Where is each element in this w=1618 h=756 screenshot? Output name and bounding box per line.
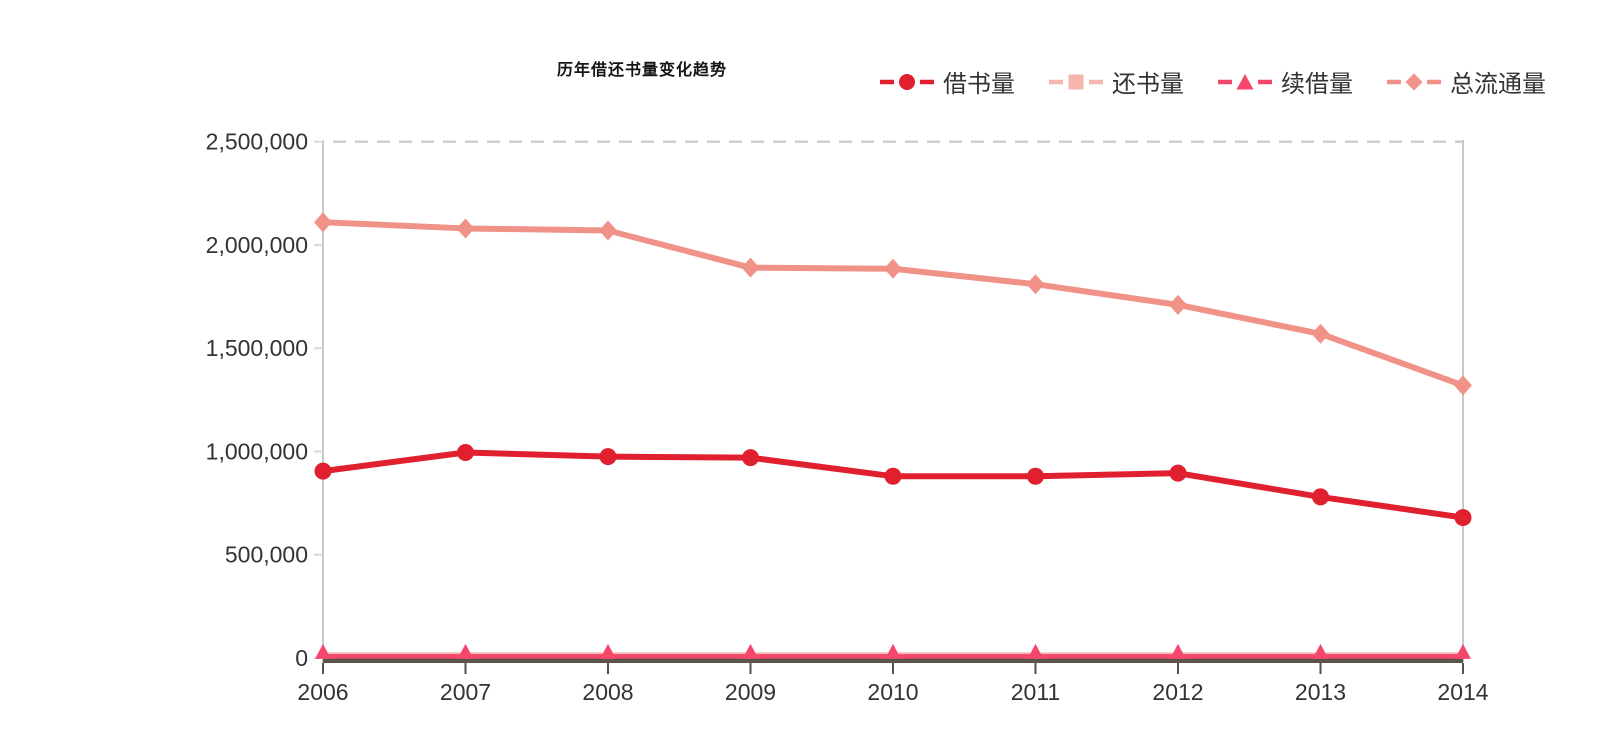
legend-label: 还书量 — [1112, 71, 1184, 98]
diamond-marker[interactable] — [1169, 294, 1187, 315]
diamond-marker[interactable] — [1454, 375, 1472, 396]
x-tick-label: 2012 — [1152, 679, 1203, 705]
triangle-marker[interactable] — [1455, 643, 1471, 659]
legend-label: 总流通量 — [1450, 71, 1546, 98]
diamond-marker[interactable] — [1311, 323, 1330, 344]
triangle-marker[interactable] — [1312, 643, 1329, 659]
diamond-marker[interactable] — [741, 257, 760, 278]
x-tick-label: 2013 — [1295, 679, 1346, 705]
triangle-marker[interactable] — [600, 643, 616, 659]
diamond-icon — [1387, 73, 1441, 90]
series-path-total — [322, 219, 1465, 389]
y-tick-label: 2,500,000 — [206, 129, 308, 155]
circle-marker[interactable] — [884, 467, 902, 485]
x-tick-label: 2008 — [582, 679, 633, 705]
circle-marker[interactable] — [314, 462, 332, 480]
legend-item-return[interactable]: 还书量 — [1049, 64, 1184, 99]
series-path-borrow — [322, 449, 1464, 521]
diamond-marker[interactable] — [599, 220, 617, 241]
x-tick-label: 2007 — [440, 679, 491, 705]
circle-marker[interactable] — [1454, 509, 1472, 527]
triangle-marker[interactable] — [457, 643, 474, 659]
diamond-marker[interactable] — [1026, 274, 1045, 295]
y-tick-label: 0 — [295, 645, 308, 671]
legend-item-total[interactable]: 总流通量 — [1387, 64, 1546, 99]
circle-icon — [880, 73, 934, 90]
legend-label: 续借量 — [1281, 71, 1353, 98]
x-tick-label: 2010 — [867, 679, 918, 705]
series-line-borrow — [314, 444, 1472, 527]
legend-label: 借书量 — [943, 71, 1015, 98]
y-tick-label: 1,000,000 — [206, 438, 308, 464]
legend-item-borrow[interactable]: 借书量 — [880, 64, 1015, 99]
triangle-icon — [1218, 73, 1272, 89]
series-line-total — [314, 212, 1472, 396]
square-icon — [1049, 74, 1103, 89]
y-tick-label: 1,500,000 — [206, 335, 308, 361]
x-tick-label: 2014 — [1437, 679, 1488, 705]
legend-item-renew[interactable]: 续借量 — [1218, 64, 1353, 99]
x-tick-label: 2009 — [725, 679, 776, 705]
series-line-renew — [315, 643, 1471, 659]
circle-marker[interactable] — [599, 448, 617, 466]
triangle-marker[interactable] — [1170, 643, 1186, 659]
circle-marker[interactable] — [1027, 467, 1044, 485]
diamond-marker[interactable] — [456, 218, 475, 239]
triangle-marker[interactable] — [885, 643, 901, 659]
triangle-marker[interactable] — [742, 643, 759, 659]
y-tick-label: 2,000,000 — [206, 232, 308, 258]
y-tick-label: 500,000 — [225, 542, 308, 568]
circle-marker[interactable] — [1312, 488, 1329, 506]
chart-title: 历年借还书量变化趋势 — [556, 62, 727, 79]
chart-legend: 借书量 还书量 续借量 总流通量 — [880, 64, 1546, 99]
circle-marker[interactable] — [457, 444, 474, 462]
triangle-marker[interactable] — [315, 643, 331, 659]
circle-marker[interactable] — [742, 449, 759, 467]
x-tick-label: 2011 — [1011, 679, 1060, 705]
triangle-marker[interactable] — [1027, 643, 1044, 659]
diamond-marker[interactable] — [884, 258, 902, 279]
x-tick-label: 2006 — [297, 679, 348, 705]
diamond-marker[interactable] — [314, 212, 332, 233]
circle-marker[interactable] — [1169, 464, 1187, 482]
